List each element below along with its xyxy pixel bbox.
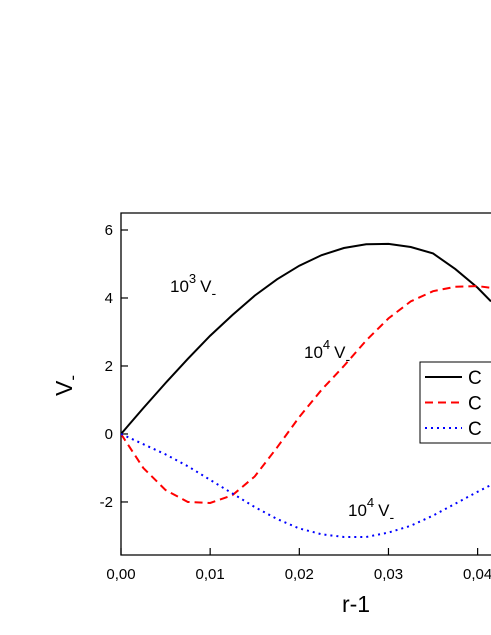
data-line: [121, 242, 491, 435]
annotation-base: 10: [348, 501, 367, 520]
x-tick-label: 0,03: [374, 566, 403, 583]
annotation-base: 10: [170, 277, 189, 296]
legend-label: C: [468, 394, 482, 415]
legend-label: C: [468, 419, 482, 440]
annotation-base: 10: [304, 343, 323, 362]
y-axis-title-sub: -: [63, 375, 82, 381]
annotation: 104 V-: [348, 495, 395, 525]
annotation-sub: -: [390, 509, 395, 525]
legend-label: C: [468, 368, 482, 389]
x-tick-label: 0,02: [285, 566, 314, 583]
y-axis-title: V-: [51, 375, 82, 396]
plot-frame: [120, 212, 491, 556]
y-tick-label: 6: [105, 222, 113, 239]
y-tick-label: 0: [105, 426, 113, 443]
annotation-sub: -: [212, 285, 217, 301]
data-line: [121, 285, 491, 504]
y-tick-label: 2: [105, 358, 113, 375]
x-tick-label: 0,01: [196, 566, 225, 583]
y-tick-label: 4: [105, 290, 113, 307]
annotation-exp: 4: [367, 495, 374, 510]
y-axis-title-text: V: [51, 380, 77, 396]
annotation-text: V: [334, 343, 346, 362]
annotation-text: V: [200, 277, 212, 296]
annotation-exp: 3: [189, 271, 196, 286]
x-axis-title: r-1: [342, 591, 370, 617]
x-tick-label: 0,00: [106, 566, 135, 583]
annotation: 103 V-: [170, 271, 217, 301]
data-line: [121, 433, 491, 538]
x-tick-label: 0,04: [463, 566, 491, 583]
y-tick-label: -2: [100, 494, 113, 511]
annotation-exp: 4: [323, 337, 330, 352]
annotation-sub: -: [346, 351, 351, 367]
annotation: 104 V-: [304, 337, 351, 367]
annotation-text: V: [378, 501, 390, 520]
